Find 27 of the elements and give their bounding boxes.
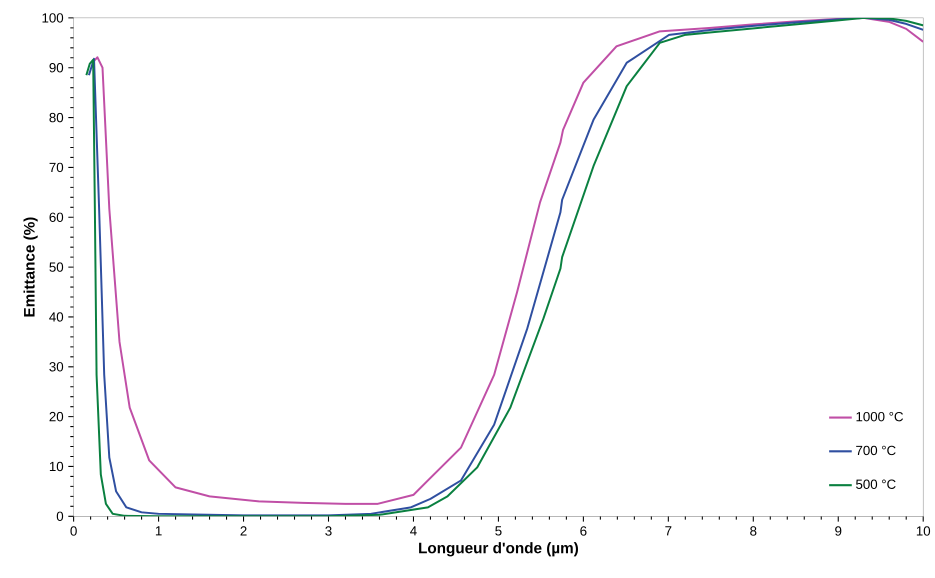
y-tick-label: 70 bbox=[50, 162, 64, 172]
y-axis-title: Emittance (%) bbox=[23, 217, 38, 317]
y-tick-label: 20 bbox=[50, 412, 64, 422]
y-tick-label: 0 bbox=[56, 512, 64, 521]
y-tick-label: 10 bbox=[50, 462, 64, 472]
y-tick-label: 100 bbox=[42, 13, 64, 23]
x-tick-label: 0 bbox=[70, 526, 77, 536]
x-tick-label: 4 bbox=[410, 526, 417, 536]
y-tick-label: 90 bbox=[50, 63, 64, 72]
x-tick-label: 2 bbox=[240, 526, 247, 536]
x-axis-title: Longueur d'onde (µm) bbox=[419, 542, 578, 556]
x-tick-label: 8 bbox=[750, 526, 756, 536]
y-tick-label: 30 bbox=[49, 362, 64, 372]
y-tick-label: 40 bbox=[49, 312, 64, 322]
x-tick-label: 6 bbox=[580, 526, 586, 536]
y-tick-label: 50 bbox=[49, 262, 64, 272]
legend-label: 500 °C bbox=[856, 480, 896, 489]
y-tick-label: 60 bbox=[50, 212, 64, 222]
legend-label: 1000 °C bbox=[856, 412, 904, 422]
y-tick-label: 80 bbox=[49, 112, 64, 122]
x-tick-label: 7 bbox=[665, 526, 672, 536]
x-tick-label: 3 bbox=[325, 526, 332, 536]
x-tick-label: 1 bbox=[156, 526, 162, 536]
legend-label: 700 °C bbox=[856, 446, 896, 456]
x-tick-label: 10 bbox=[916, 526, 930, 536]
x-tick-label: 5 bbox=[495, 526, 502, 536]
x-tick-label: 9 bbox=[835, 526, 842, 536]
